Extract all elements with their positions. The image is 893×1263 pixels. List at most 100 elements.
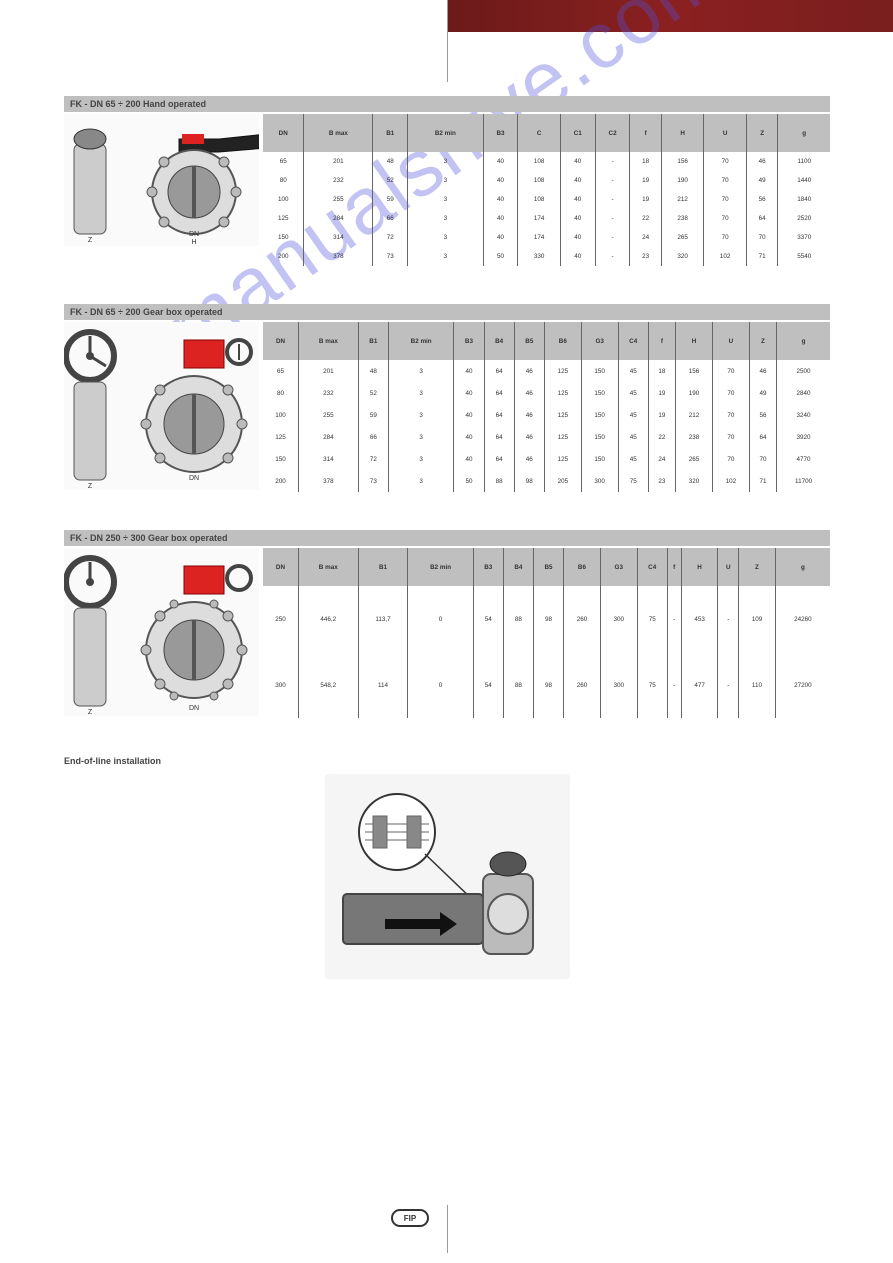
table-cell: 300 [263, 652, 298, 718]
table-cell: 3 [408, 171, 483, 190]
table-cell: 190 [661, 171, 704, 190]
table-cell: 45 [618, 426, 648, 448]
table-cell: - [718, 586, 739, 652]
end-install-title: End-of-line installation [64, 756, 830, 766]
table-cell: 314 [299, 448, 359, 470]
column-header: DN [263, 114, 304, 152]
table-cell: 64 [484, 360, 514, 382]
table-cell: 238 [676, 426, 713, 448]
table-cell: 70 [704, 228, 747, 247]
column-header: C2 [595, 114, 630, 152]
column-header: B3 [454, 322, 484, 360]
table-cell: 40 [454, 360, 484, 382]
column-header: C1 [560, 114, 595, 152]
table-row: 2003787335033040-23320102715540 [263, 247, 830, 266]
column-header: H [661, 114, 704, 152]
table-cell: - [718, 652, 739, 718]
table-cell: 102 [704, 247, 747, 266]
table-cell: 18 [630, 152, 662, 171]
table-cell: 27200 [775, 652, 830, 718]
svg-text:DN: DN [189, 705, 199, 712]
column-header: DN [263, 548, 298, 586]
table-cell: 48 [358, 360, 388, 382]
table-cell: 59 [358, 404, 388, 426]
column-header: Z [749, 322, 776, 360]
table-cell: 23 [648, 470, 675, 492]
column-header: U [704, 114, 747, 152]
table-cell: 255 [299, 404, 359, 426]
table-cell: 46 [514, 382, 544, 404]
table-cell: 24 [630, 228, 662, 247]
column-header: G3 [600, 548, 637, 586]
table-cell: 3 [388, 470, 453, 492]
table-cell: 49 [749, 382, 776, 404]
page-content: FK - DN 65 ÷ 200 Hand operated DN H [64, 96, 830, 979]
column-header: U [718, 548, 739, 586]
table-cell: 59 [373, 190, 408, 209]
table-cell: 22 [630, 209, 662, 228]
table-cell: 98 [533, 652, 563, 718]
table-cell: 64 [484, 448, 514, 470]
table-cell: 40 [560, 209, 595, 228]
table-cell: 72 [373, 228, 408, 247]
table-cell: 75 [637, 586, 667, 652]
table-cell: 125 [544, 360, 581, 382]
table-cell: 64 [484, 382, 514, 404]
column-header: g [778, 114, 830, 152]
table-cell: 46 [514, 360, 544, 382]
table-cell: 3 [388, 382, 453, 404]
table-cell: 156 [676, 360, 713, 382]
column-header: B max [299, 322, 359, 360]
valve-diagram-gearbox-large: DN Z [64, 548, 259, 716]
table-cell: 70 [712, 382, 749, 404]
table-cell: 45 [618, 404, 648, 426]
table-cell: 100 [263, 190, 304, 209]
diagram-holder-3: DN Z [64, 548, 259, 718]
column-header: B max [304, 114, 373, 152]
svg-text:Z: Z [88, 709, 93, 716]
table-cell: 548,2 [298, 652, 358, 718]
table-cell: 65 [263, 152, 304, 171]
table-cell: 75 [637, 652, 667, 718]
table-cell: 1100 [778, 152, 830, 171]
table-cell: 212 [676, 404, 713, 426]
column-header: B5 [514, 322, 544, 360]
column-header: B4 [503, 548, 533, 586]
table-cell: 73 [373, 247, 408, 266]
column-header: Z [739, 548, 776, 586]
table-row: 150314723406446125150452426570704770 [263, 448, 830, 470]
table-cell: 70 [704, 171, 747, 190]
table-cell: 330 [518, 247, 561, 266]
table-cell: 24260 [775, 586, 830, 652]
table-cell: 50 [483, 247, 518, 266]
table-cell: 46 [514, 426, 544, 448]
table-cell: 110 [739, 652, 776, 718]
end-install-diagram [325, 774, 570, 979]
footer-separator [447, 1205, 448, 1253]
table-cell: 70 [749, 448, 776, 470]
table-cell: 378 [304, 247, 373, 266]
svg-text:Z: Z [88, 483, 93, 490]
table-cell: 108 [518, 190, 561, 209]
table-cell: 72 [358, 448, 388, 470]
table-cell: 125 [544, 448, 581, 470]
table-cell: 70 [704, 152, 747, 171]
valve-diagram-hand-operated: DN H Z [64, 114, 259, 246]
table-cell: 300 [600, 586, 637, 652]
table-cell: 19 [630, 190, 662, 209]
table-row: 100255593406446125150451921270563240 [263, 404, 830, 426]
table-cell: 5540 [778, 247, 830, 266]
table-cell: 109 [739, 586, 776, 652]
svg-text:H: H [191, 239, 196, 246]
table-cell: 40 [454, 382, 484, 404]
table-cell: 40 [560, 171, 595, 190]
table-cell: 200 [263, 247, 304, 266]
table-row: 65201483406446125150451815670462500 [263, 360, 830, 382]
column-header: Z [746, 114, 778, 152]
table-cell: 125 [544, 426, 581, 448]
table-cell: 108 [518, 152, 561, 171]
table-cell: 3 [388, 426, 453, 448]
table-row: 300548,2114054889826030075-477-11027200 [263, 652, 830, 718]
table-cell: 52 [373, 171, 408, 190]
section-title-3: FK - DN 250 ÷ 300 Gear box operated [64, 530, 830, 546]
